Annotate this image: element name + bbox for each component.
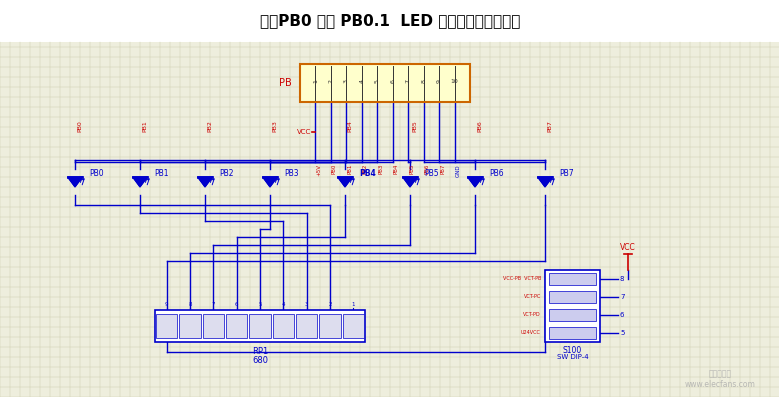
Text: PB2: PB2: [219, 170, 234, 179]
Text: RP1: RP1: [252, 347, 268, 356]
Bar: [0, 42, 779, 397]
Bar: [549, 309, 596, 321]
Bar: [319, 314, 340, 338]
Text: 2: 2: [328, 302, 332, 307]
Bar: [249, 314, 270, 338]
Text: SW DIP-4: SW DIP-4: [557, 354, 588, 360]
Text: 7: 7: [212, 302, 215, 307]
Text: 7: 7: [406, 79, 411, 83]
Text: PB0: PB0: [89, 170, 104, 179]
Text: PB3: PB3: [284, 170, 298, 179]
Bar: [273, 314, 294, 338]
Bar: [545, 270, 600, 342]
Polygon shape: [338, 177, 352, 187]
Text: 1: 1: [313, 79, 318, 83]
Polygon shape: [263, 177, 277, 187]
Text: 4: 4: [281, 302, 285, 307]
Text: S100: S100: [563, 346, 582, 355]
Text: PB2: PB2: [363, 164, 368, 174]
Text: PB0: PB0: [77, 120, 82, 132]
Text: 8: 8: [421, 79, 426, 83]
Text: VCT-PC: VCT-PC: [523, 295, 541, 299]
Text: PB5: PB5: [412, 120, 417, 132]
Polygon shape: [198, 177, 212, 187]
Text: PB7: PB7: [559, 170, 573, 179]
Text: 8: 8: [620, 276, 625, 282]
Polygon shape: [468, 177, 482, 187]
Polygon shape: [538, 177, 552, 187]
Text: PB3: PB3: [379, 164, 383, 174]
Text: PB7: PB7: [440, 164, 445, 174]
Text: PB5: PB5: [409, 164, 414, 174]
Text: PB7: PB7: [547, 120, 552, 132]
Text: 一、PB0 口的 PB0.1  LED 发光管闪烁的程序：: 一、PB0 口的 PB0.1 LED 发光管闪烁的程序：: [260, 13, 520, 29]
Text: PB2: PB2: [207, 120, 212, 132]
Text: 6: 6: [235, 302, 238, 307]
Text: PB1: PB1: [154, 170, 168, 179]
Text: 6: 6: [620, 312, 625, 318]
Text: PB0: PB0: [332, 164, 337, 174]
Text: PB6: PB6: [477, 120, 482, 132]
Text: PB4: PB4: [393, 164, 399, 174]
Text: VCC: VCC: [298, 129, 312, 135]
Bar: [549, 291, 596, 303]
Polygon shape: [68, 177, 82, 187]
Text: PB1: PB1: [347, 164, 352, 174]
Text: PB6: PB6: [425, 164, 430, 174]
Bar: [296, 314, 317, 338]
Text: 3: 3: [305, 302, 308, 307]
Text: PB3: PB3: [272, 120, 277, 132]
Bar: [226, 314, 248, 338]
Bar: [300, 64, 470, 102]
Text: 1: 1: [351, 302, 355, 307]
Bar: [549, 273, 596, 285]
Text: PB1: PB1: [142, 120, 147, 132]
Text: PB6: PB6: [489, 170, 504, 179]
Text: 680: 680: [252, 356, 268, 365]
Text: 5: 5: [375, 79, 380, 83]
Text: 5: 5: [259, 302, 262, 307]
Text: 6: 6: [390, 79, 395, 83]
Polygon shape: [403, 177, 417, 187]
Bar: [0, 0, 779, 42]
Text: GND: GND: [456, 164, 460, 177]
Text: 3: 3: [344, 79, 349, 83]
Text: 5: 5: [620, 330, 625, 336]
Text: 10: 10: [451, 79, 458, 84]
Text: PB5: PB5: [424, 170, 439, 179]
Bar: [343, 314, 364, 338]
Text: VCC: VCC: [620, 243, 636, 252]
Text: 9: 9: [436, 79, 442, 83]
Bar: [203, 314, 224, 338]
Text: 8: 8: [189, 302, 192, 307]
Bar: [179, 314, 201, 338]
Text: PB: PB: [279, 78, 292, 88]
Text: +5V: +5V: [316, 164, 322, 176]
Bar: [549, 327, 596, 339]
Bar: [155, 310, 365, 342]
Text: 7: 7: [620, 294, 625, 300]
Bar: [156, 314, 178, 338]
Text: VCT-PD: VCT-PD: [523, 312, 541, 318]
Text: U24VCC: U24VCC: [521, 330, 541, 335]
Text: VCC-PB  VCT-PB: VCC-PB VCT-PB: [502, 276, 541, 281]
Text: 2: 2: [329, 79, 333, 83]
Text: 4: 4: [359, 79, 365, 83]
Text: 电子发烧友
www.elecfans.com: 电子发烧友 www.elecfans.com: [685, 369, 756, 389]
Text: PB4: PB4: [359, 170, 375, 179]
Polygon shape: [133, 177, 147, 187]
Text: 9: 9: [165, 302, 168, 307]
Text: PB4: PB4: [347, 120, 352, 132]
